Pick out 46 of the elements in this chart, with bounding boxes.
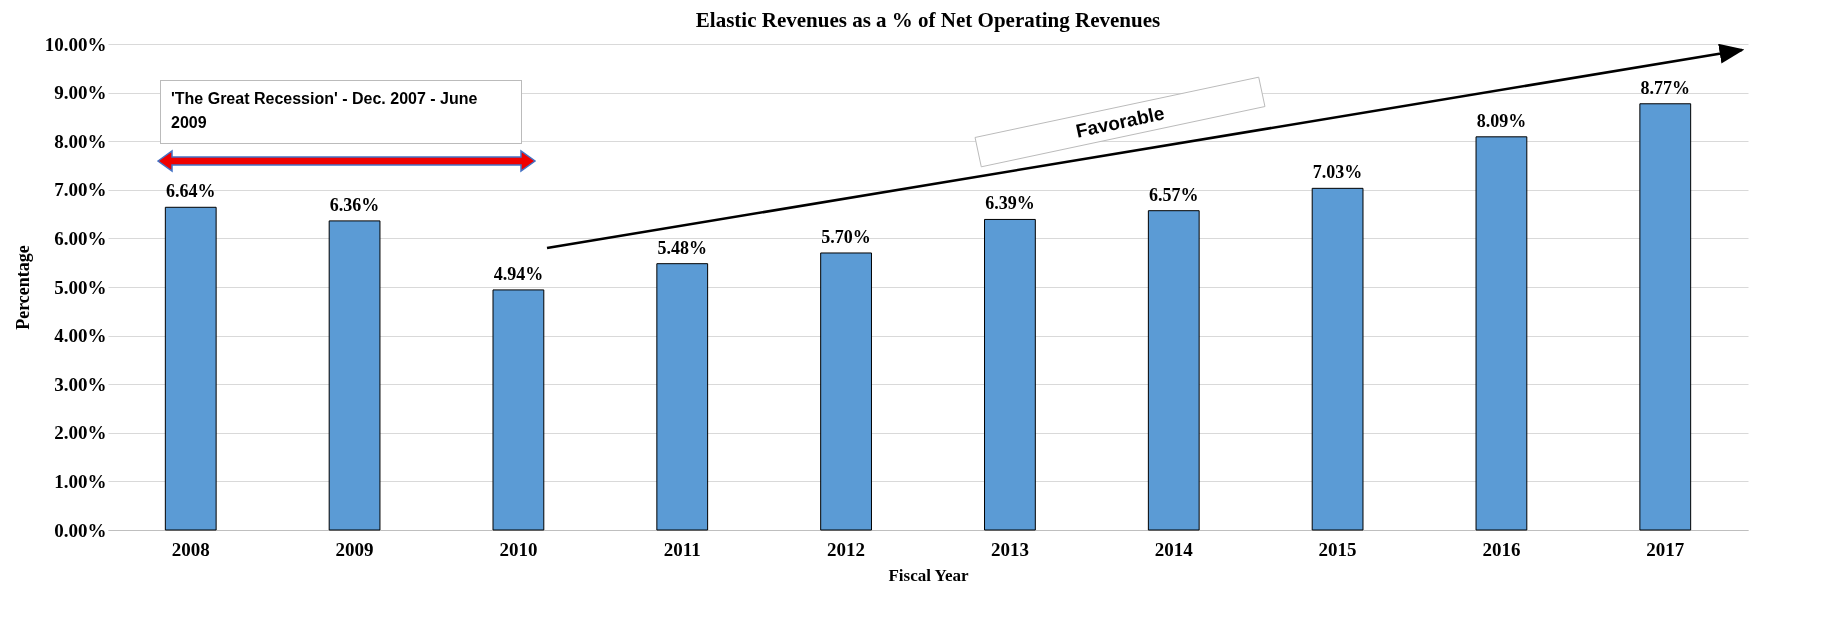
bar bbox=[492, 289, 545, 531]
bar bbox=[656, 263, 709, 531]
x-tick-label: 2010 bbox=[499, 538, 538, 560]
bar bbox=[1147, 210, 1200, 531]
x-tick-label: 2012 bbox=[827, 538, 866, 560]
data-label: 5.70% bbox=[821, 226, 871, 247]
y-tick-label: 5.00% bbox=[54, 276, 107, 298]
bar bbox=[1475, 136, 1528, 531]
y-tick-label: 3.00% bbox=[54, 373, 107, 395]
data-label: 6.64% bbox=[165, 181, 216, 202]
y-tick-label: 6.00% bbox=[54, 227, 107, 249]
data-label: 5.48% bbox=[657, 237, 707, 258]
data-label: 6.39% bbox=[985, 193, 1035, 214]
bar bbox=[164, 206, 217, 531]
x-tick-label: 2015 bbox=[1318, 538, 1357, 560]
bar bbox=[984, 218, 1036, 531]
y-tick-label: 0.00% bbox=[54, 519, 107, 541]
data-label: 6.57% bbox=[1149, 184, 1199, 205]
annotation: Favorable bbox=[1073, 102, 1167, 142]
y-tick-label: 10.00% bbox=[44, 33, 107, 55]
x-tick-label: 2008 bbox=[171, 538, 210, 560]
chart-title: Elastic Revenues as a % of Net Operating Revenues bbox=[695, 8, 1161, 32]
data-label: 8.09% bbox=[1476, 110, 1527, 131]
data-label: 7.03% bbox=[1312, 162, 1363, 183]
x-tick-label: 2017 bbox=[1646, 538, 1685, 560]
y-tick-label: 9.00% bbox=[54, 82, 107, 104]
y-tick-label: 7.00% bbox=[54, 179, 107, 201]
data-label: 8.77% bbox=[1640, 77, 1691, 98]
x-tick-label: 2009 bbox=[335, 538, 374, 560]
data-label: 6.36% bbox=[329, 194, 380, 215]
y-tick-label: 8.00% bbox=[54, 130, 107, 152]
data-label: 4.94% bbox=[493, 263, 544, 284]
bar bbox=[820, 252, 872, 531]
x-tick-label: 2014 bbox=[1154, 538, 1194, 560]
y-tick-label: 4.00% bbox=[54, 325, 107, 347]
y-axis-title: Percentage bbox=[12, 245, 33, 330]
y-tick-label: 1.00% bbox=[54, 470, 107, 492]
x-tick-label: 2011 bbox=[663, 538, 701, 560]
x-tick-label: 2013 bbox=[990, 538, 1029, 560]
y-tick-label: 2.00% bbox=[54, 422, 107, 444]
text-box: 'The Great Recession' - Dec. 2007 - June 2009 bbox=[160, 80, 522, 144]
bar bbox=[1639, 103, 1692, 531]
bar bbox=[328, 220, 381, 531]
x-tick-label: 2016 bbox=[1482, 538, 1521, 560]
bar bbox=[1311, 187, 1364, 531]
x-axis-title: Fiscal Year bbox=[888, 565, 969, 585]
